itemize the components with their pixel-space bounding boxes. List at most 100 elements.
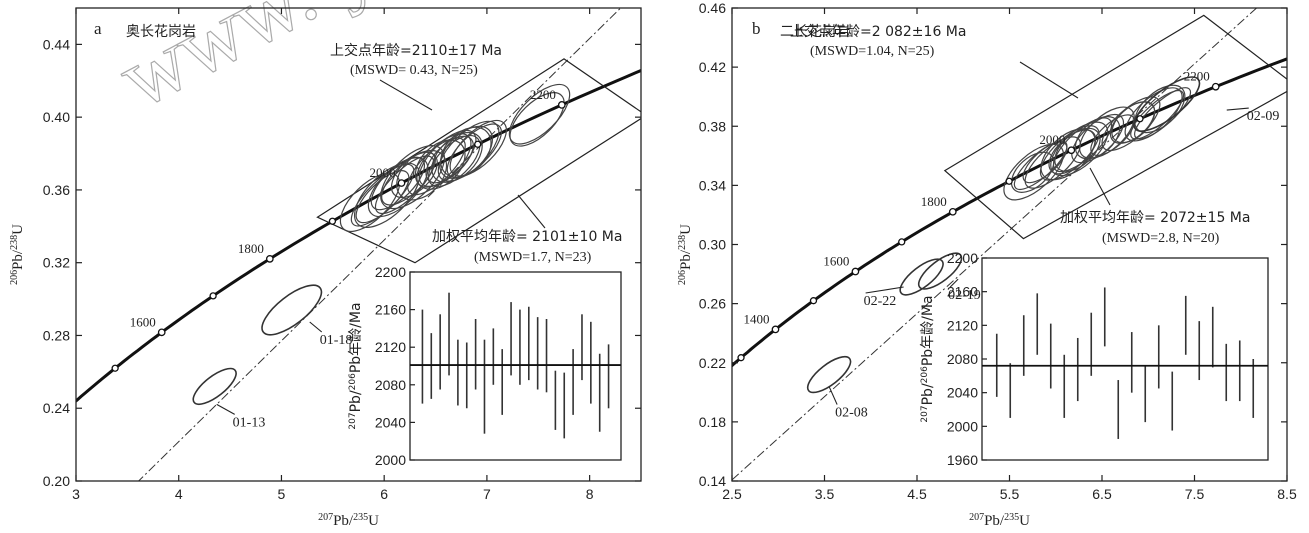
spot-arrow (865, 286, 904, 294)
concordia-age-label: 1600 (823, 254, 849, 269)
concordia-age-point (265, 255, 274, 263)
x-tick-label: 4.5 (907, 486, 927, 502)
concordia-age-point (157, 328, 166, 337)
concordia-age-point (474, 140, 482, 148)
inset-plot: 1960 2000 2040 2080 2120 2160 2200 207Pb/206Pb年… (920, 250, 1269, 468)
x-tick-label: 7.5 (1185, 486, 1205, 502)
y-tick-label: 0.22 (699, 355, 726, 371)
svg-text:206Pb/238U: 206Pb/238U (9, 224, 27, 285)
y-tick-label: 0.20 (43, 473, 70, 489)
spot-label-01-13: 01-13 (233, 415, 266, 430)
svg-text:207Pb/235U: 207Pb/235U (318, 512, 379, 530)
concordia-age-label: 2200 (1184, 69, 1210, 84)
concordia-age-point (771, 325, 780, 334)
y-tick-label: 0.38 (699, 118, 726, 134)
analysis-ellipse (1134, 84, 1186, 134)
y-tick-label: 0.42 (699, 59, 726, 75)
concordia-age-point (209, 292, 217, 300)
inset-plot: 2000 2040 2080 2120 2160 2200 207Pb/206Pb年龄/Ma (348, 264, 622, 468)
discordia-line (137, 8, 622, 481)
concordia-age-point (1211, 82, 1220, 91)
concordia-age-point (851, 267, 860, 276)
y-tick-label: 0.18 (699, 414, 726, 430)
x-tick-label: 7 (483, 486, 491, 502)
inset-y-tick-label: 2200 (947, 250, 978, 266)
spot-ellipse (899, 258, 944, 296)
y-tick-label: 0.30 (699, 237, 726, 253)
inset-y-tick-label: 2120 (375, 339, 406, 355)
y-tick-label: 0.28 (43, 327, 70, 343)
upper-intercept-stats: (MSWD= 0.43, N=25) (350, 63, 478, 78)
y-tick-label: 0.24 (43, 400, 70, 416)
panel-title: 奥长花岗岩 (126, 23, 196, 40)
analysis-ellipse (440, 126, 492, 178)
concordia-age-label: 1600 (130, 314, 156, 329)
concordia-age-point (809, 297, 818, 305)
concordia-age-point (111, 364, 119, 372)
concordia-age-point (1067, 146, 1076, 155)
upper-intercept-text: 上交点年龄=2110±17 Ma (330, 42, 502, 59)
x-tick-label: 5 (278, 486, 286, 502)
watermark: www. y (104, 0, 391, 128)
analysis-ellipse (418, 129, 477, 187)
spot-ellipse (917, 252, 963, 290)
spot-arrow (828, 386, 838, 405)
spot-label-01-18: 01-18 (320, 333, 353, 348)
concordia-age-point (898, 238, 906, 246)
x-axis-label: 207Pb/235U (318, 512, 379, 530)
spot-arrow (949, 278, 959, 288)
x-tick-label: 5.5 (1000, 486, 1020, 502)
panel-letter: b (752, 19, 761, 38)
inset-frame (409, 271, 622, 461)
y-tick-label: 0.26 (699, 296, 726, 312)
svg-text:207Pb/206Pb年龄/Ma: 207Pb/206Pb年龄/Ma (348, 302, 364, 429)
spot-ellipse (192, 367, 237, 406)
x-tick-label: 2.5 (722, 486, 742, 502)
analysis-ellipse (437, 120, 500, 182)
analysis-ellipse (508, 83, 571, 145)
spot-arrow (309, 321, 323, 333)
analysis-ellipse (1052, 117, 1113, 173)
analysis-ellipse (1048, 129, 1097, 175)
concordia-age-label: 2200 (530, 87, 556, 102)
concordia-age-point (1005, 177, 1013, 185)
age-box (943, 14, 1287, 240)
x-tick-label: 8.5 (1277, 486, 1297, 502)
weighted-mean-text: 加权平均年龄= 2072±15 Ma (1060, 210, 1250, 226)
inset-frame (981, 257, 1269, 461)
concordia-curve (76, 68, 641, 403)
spot-label-02-09: 02-09 (1247, 109, 1280, 124)
y-tick-label: 0.40 (43, 109, 70, 125)
svg-text:207Pb/206Pb年龄/Ma: 207Pb/206Pb年龄/Ma (920, 295, 936, 422)
spot-label-02-19: 02-19 (948, 288, 981, 303)
concordia-age-label: 1800 (238, 241, 264, 256)
inset-y-tick-label: 2080 (375, 377, 406, 393)
y-tick-label: 0.32 (43, 255, 70, 271)
annotation-arrow (517, 194, 546, 229)
analysis-ellipse (509, 92, 565, 147)
spot-ellipse (261, 284, 323, 336)
y-tick-label: 0.36 (43, 182, 70, 198)
svg-text:207Pb/235U: 207Pb/235U (969, 512, 1030, 530)
age-box (316, 58, 641, 264)
concordia-age-label: 1400 (743, 311, 769, 326)
analysis-ellipse (1074, 116, 1121, 160)
inset-y-tick-label: 2120 (947, 317, 978, 333)
x-tick-label: 4 (175, 486, 183, 502)
inset-y-tick-label: 2080 (947, 351, 978, 367)
upper-intercept-text: 上交点年龄=2 082±16 Ma (790, 23, 966, 40)
panel-title: 二长花岗岩 (780, 24, 850, 40)
concordia-age-point (557, 101, 566, 109)
ellipse-cluster (1003, 84, 1192, 201)
annotation-arrow (379, 79, 433, 111)
svg-text:206Pb/238U: 206Pb/238U (677, 224, 695, 285)
upper-intercept-stats: (MSWD=1.04, N=25) (810, 44, 935, 59)
spot-arrow (216, 403, 235, 415)
panel-a: www. y 01-13 01-18 1600 1800 2000 2200 3 4 5 6 7 8 0.… (9, 0, 642, 530)
analysis-ellipse (446, 123, 502, 178)
x-axis-label: 207Pb/235U (969, 512, 1030, 530)
inset-y-tick-label: 1960 (947, 452, 978, 468)
inset-y-label: 207Pb/206Pb年龄/Ma (348, 302, 364, 429)
weighted-mean-stats: (MSWD=2.8, N=20) (1102, 231, 1220, 246)
